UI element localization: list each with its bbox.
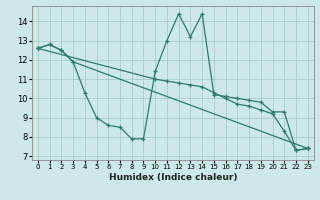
X-axis label: Humidex (Indice chaleur): Humidex (Indice chaleur) (108, 173, 237, 182)
